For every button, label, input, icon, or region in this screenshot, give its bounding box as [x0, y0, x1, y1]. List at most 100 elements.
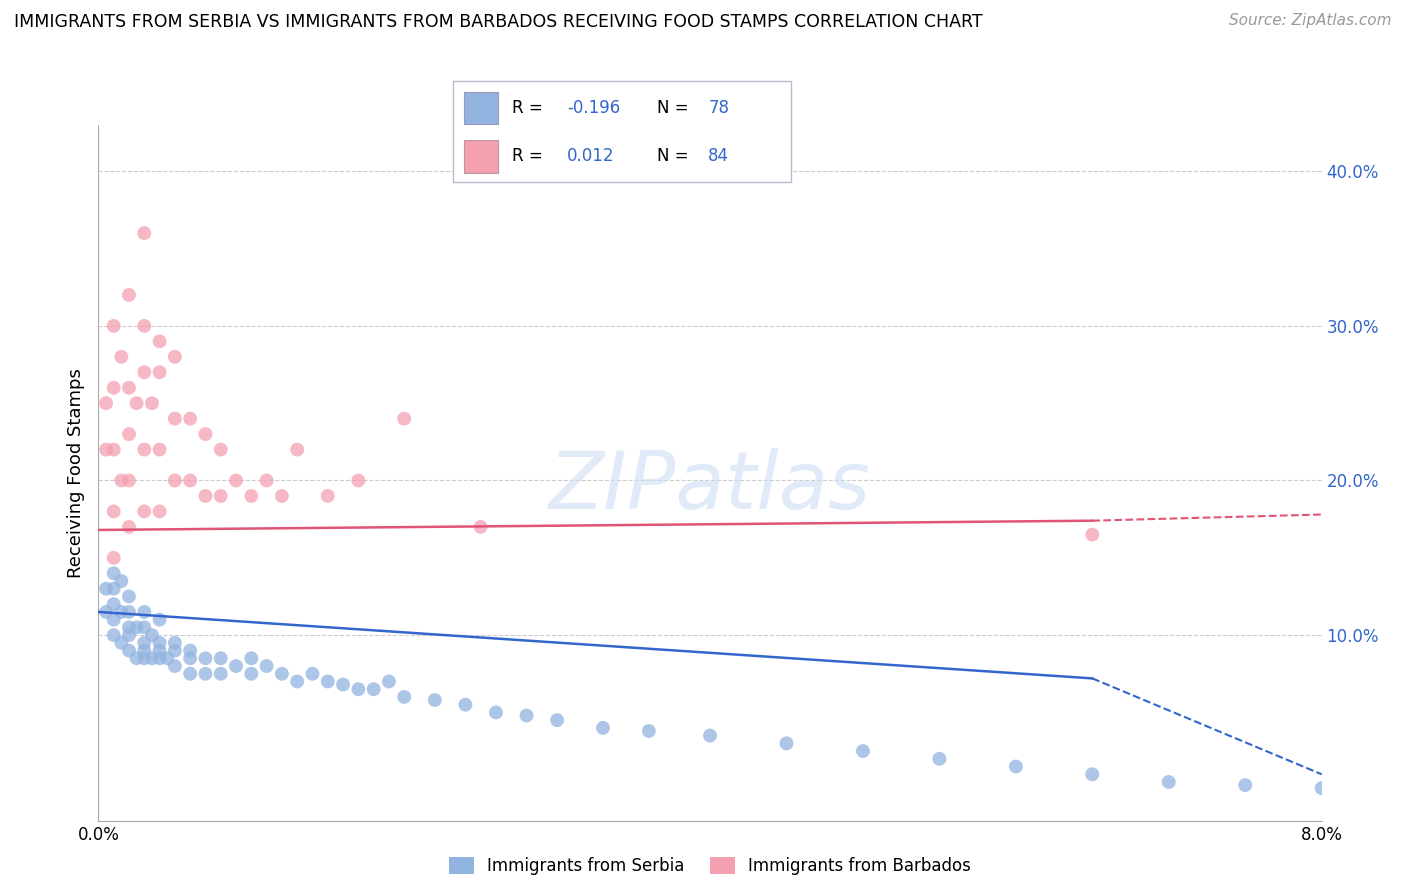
Point [134, 636, 156, 650]
Text: -0.196: -0.196 [567, 99, 620, 117]
Point [1004, 759, 1026, 773]
Point [149, 636, 172, 650]
Point [270, 666, 294, 681]
Point [470, 520, 492, 534]
Point [141, 628, 163, 642]
Point [163, 643, 186, 657]
Point [516, 708, 538, 723]
Point [363, 682, 385, 697]
Point [149, 651, 172, 665]
Point [1310, 781, 1333, 796]
Point [928, 752, 950, 766]
Point [179, 643, 201, 657]
Point [1081, 767, 1104, 781]
Point [194, 489, 217, 503]
Point [1157, 775, 1180, 789]
Point [209, 442, 232, 457]
Point [134, 504, 156, 518]
Point [134, 651, 156, 665]
Point [103, 318, 125, 333]
Point [118, 474, 141, 488]
Point [94, 582, 117, 596]
Point [141, 396, 163, 410]
Point [347, 682, 370, 697]
FancyBboxPatch shape [453, 81, 792, 182]
Point [118, 520, 141, 534]
Point [316, 489, 339, 503]
Point [209, 666, 232, 681]
Text: ZIPatlas: ZIPatlas [548, 448, 872, 525]
Point [392, 690, 416, 704]
Text: 84: 84 [709, 147, 730, 165]
Point [149, 613, 172, 627]
Point [163, 411, 186, 425]
Point [316, 674, 339, 689]
Point [118, 427, 141, 442]
Point [134, 226, 156, 240]
Point [103, 582, 125, 596]
Point [118, 628, 141, 642]
Point [103, 381, 125, 395]
Point [454, 698, 477, 712]
Bar [464, 92, 498, 124]
Point [285, 442, 308, 457]
Point [852, 744, 875, 758]
Point [332, 677, 354, 691]
Point [163, 474, 186, 488]
Point [225, 659, 247, 673]
Point [110, 636, 132, 650]
Point [94, 442, 117, 457]
Point [209, 489, 232, 503]
Point [179, 651, 201, 665]
Point [134, 365, 156, 379]
Point [423, 693, 446, 707]
Point [637, 723, 661, 738]
Text: 0.012: 0.012 [567, 147, 614, 165]
Point [94, 605, 117, 619]
Point [256, 659, 278, 673]
Text: IMMIGRANTS FROM SERBIA VS IMMIGRANTS FROM BARBADOS RECEIVING FOOD STAMPS CORRELA: IMMIGRANTS FROM SERBIA VS IMMIGRANTS FRO… [14, 13, 983, 31]
Point [347, 474, 370, 488]
Point [392, 411, 416, 425]
Point [179, 411, 201, 425]
Point [546, 713, 568, 727]
Point [163, 350, 186, 364]
Point [285, 674, 308, 689]
Point [103, 613, 125, 627]
Point [149, 442, 172, 457]
Point [699, 729, 721, 743]
Point [149, 504, 172, 518]
Point [118, 605, 141, 619]
Point [156, 651, 179, 665]
Text: R =: R = [512, 99, 548, 117]
Y-axis label: Receiving Food Stamps: Receiving Food Stamps [66, 368, 84, 578]
Point [118, 288, 141, 302]
Point [94, 396, 117, 410]
Point [118, 381, 141, 395]
Point [240, 489, 263, 503]
Point [1234, 778, 1257, 792]
Point [118, 590, 141, 604]
Point [103, 566, 125, 581]
Point [225, 474, 247, 488]
Point [118, 643, 141, 657]
Point [240, 666, 263, 681]
Point [110, 474, 132, 488]
Point [485, 706, 508, 720]
Text: Source: ZipAtlas.com: Source: ZipAtlas.com [1229, 13, 1392, 29]
Point [103, 550, 125, 565]
Point [378, 674, 401, 689]
Text: 78: 78 [709, 99, 730, 117]
Point [194, 666, 217, 681]
Point [141, 651, 163, 665]
Point [110, 350, 132, 364]
Point [256, 474, 278, 488]
Point [110, 574, 132, 588]
Point [240, 651, 263, 665]
Point [179, 474, 201, 488]
Point [134, 605, 156, 619]
Point [118, 620, 141, 634]
Point [1081, 527, 1104, 541]
Point [134, 318, 156, 333]
Point [103, 442, 125, 457]
